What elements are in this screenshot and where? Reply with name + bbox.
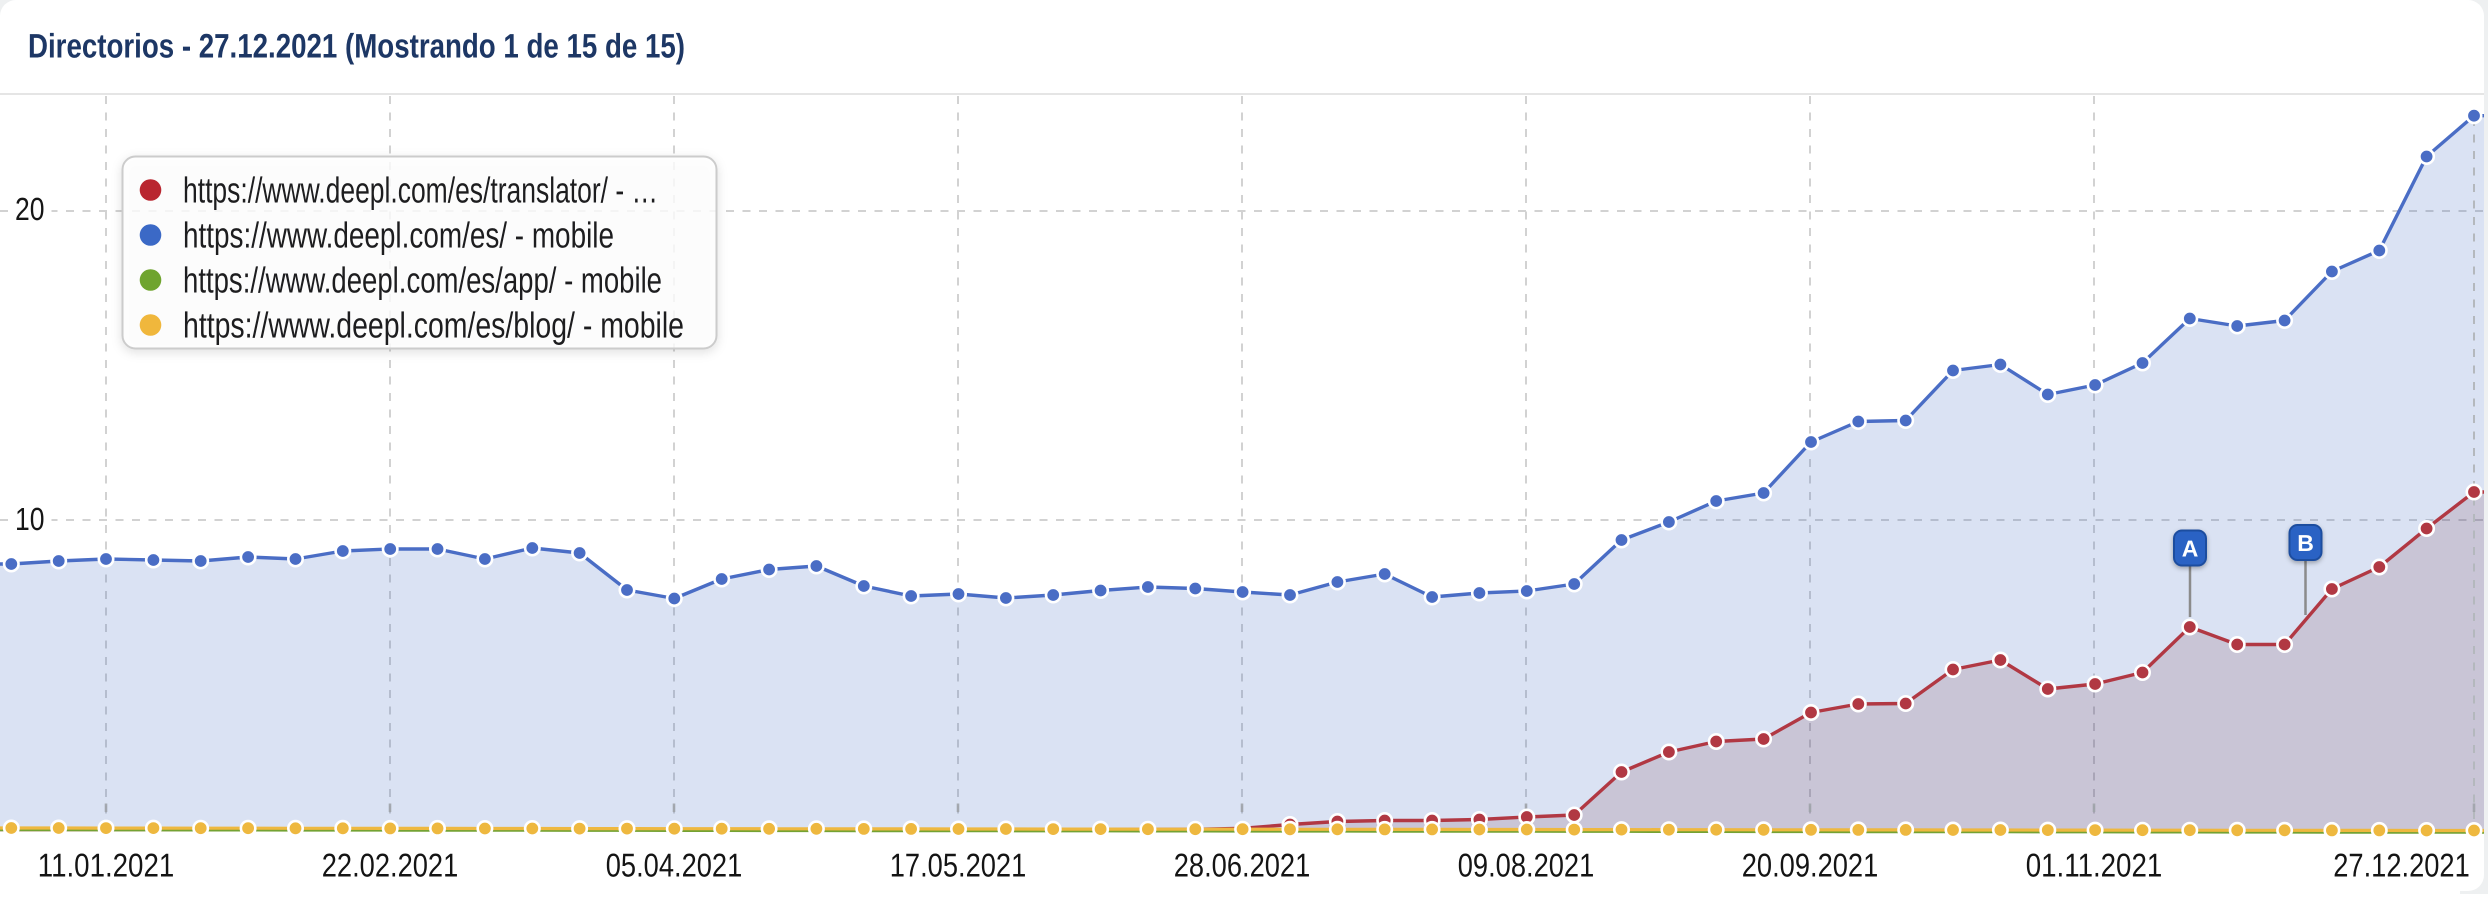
svg-text:27.12.2021: 27.12.2021 bbox=[2333, 847, 2470, 884]
svg-text:A: A bbox=[2182, 536, 2199, 562]
svg-text:28.06.2021: 28.06.2021 bbox=[1174, 847, 1311, 884]
svg-text:05.04.2021: 05.04.2021 bbox=[606, 847, 743, 884]
svg-text:20: 20 bbox=[15, 191, 45, 227]
svg-text:22.02.2021: 22.02.2021 bbox=[322, 847, 459, 884]
svg-text:01.11.2021: 01.11.2021 bbox=[2026, 847, 2163, 884]
svg-text:https://www.deepl.com/es/blog/: https://www.deepl.com/es/blog/ - mobile bbox=[183, 305, 684, 346]
svg-text:https://www.deepl.com/es/ - mo: https://www.deepl.com/es/ - mobile bbox=[183, 215, 614, 256]
svg-text:https://www.deepl.com/es/app/: https://www.deepl.com/es/app/ - mobile bbox=[183, 260, 662, 301]
svg-text:20.09.2021: 20.09.2021 bbox=[1742, 847, 1879, 884]
svg-text:B: B bbox=[2297, 530, 2314, 556]
svg-text:17.05.2021: 17.05.2021 bbox=[890, 847, 1027, 884]
svg-text:10: 10 bbox=[15, 501, 45, 537]
svg-text:https://www.deepl.com/es/trans: https://www.deepl.com/es/translator/ - … bbox=[183, 170, 658, 211]
svg-text:Directorios - 27.12.2021 (Most: Directorios - 27.12.2021 (Mostrando 1 de… bbox=[28, 28, 685, 66]
svg-text:11.01.2021: 11.01.2021 bbox=[38, 847, 175, 884]
svg-text:09.08.2021: 09.08.2021 bbox=[1458, 847, 1595, 884]
